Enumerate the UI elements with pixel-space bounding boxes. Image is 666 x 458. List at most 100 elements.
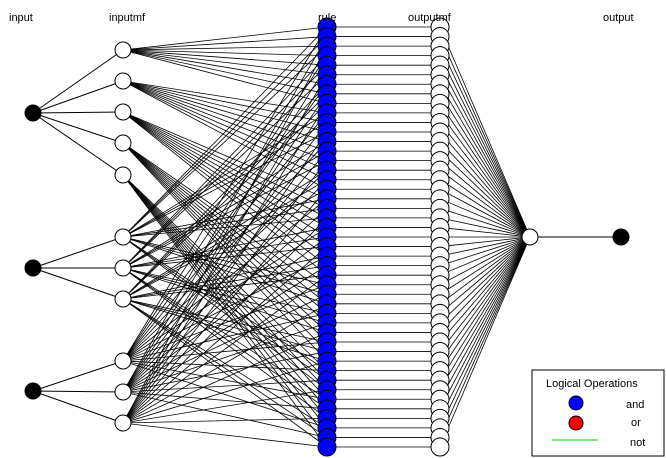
edge-input-to-inputmf (32, 390, 124, 424)
edge-inputmf-to-rule (122, 36, 328, 238)
edge-inputmf-to-rule (122, 142, 328, 352)
column-headers: input inputmf rule outputmf output (9, 12, 634, 24)
edge-inputmf-to-rule (122, 188, 328, 300)
edge-input-to-inputmf (32, 360, 124, 392)
legend-title: Logical Operations (546, 378, 638, 390)
edge-inputmf-to-rule (122, 26, 328, 51)
legend-not-label: not (630, 437, 645, 449)
edge-outputmf-to-aggregate (439, 55, 531, 238)
edge-inputmf-to-rule (122, 49, 328, 104)
edge-inputmf-to-rule (122, 49, 328, 76)
edge-inputmf-to-rule (122, 26, 328, 238)
edge-inputmf-to-rule (122, 284, 328, 362)
edge-outputmf-to-aggregate (439, 236, 531, 448)
edge-inputmf-to-rule (122, 298, 328, 438)
edge-inputmf-to-rule (122, 111, 328, 276)
edge-inputmf-to-rule (122, 111, 328, 200)
edge-inputmf-to-rule (122, 80, 328, 190)
edge-outputmf-to-aggregate (439, 236, 531, 362)
edge-inputmf-to-rule (122, 198, 328, 362)
edge-outputmf-to-aggregate (439, 103, 531, 238)
edge-outputmf-to-aggregate (439, 131, 531, 238)
edge-outputmf-to-aggregate (439, 236, 531, 247)
edge-input-to-inputmf (32, 112, 124, 144)
edge-inputmf-to-rule (122, 174, 328, 381)
edge-inputmf-to-rule (122, 142, 328, 295)
inputmf-node (114, 103, 132, 121)
inputmf-node (114, 166, 132, 184)
edge-inputmf-to-rule (122, 174, 328, 429)
edge-inputmf-to-rule (122, 179, 328, 393)
input-node (24, 382, 42, 400)
edge-outputmf-to-aggregate (439, 198, 531, 238)
edge-outputmf-to-aggregate (439, 45, 531, 238)
inputmf-node (114, 383, 132, 401)
edge-outputmf-to-aggregate (439, 217, 531, 238)
legend-box: Logical Operations and or not (531, 369, 665, 457)
edge-outputmf-to-aggregate (439, 236, 531, 314)
inputmf-node (114, 414, 132, 432)
edge-outputmf-to-aggregate (439, 236, 531, 305)
inputmf-node (114, 290, 132, 308)
edge-inputmf-to-rule (122, 111, 328, 257)
edge-inputmf-to-rule (122, 322, 328, 393)
legend-or-swatch-icon (568, 415, 584, 431)
edge-input-to-inputmf (32, 390, 124, 393)
edge-outputmf-to-aggregate (439, 236, 531, 343)
edge-inputmf-to-rule (122, 274, 328, 424)
edge-inputmf-to-rule (122, 74, 328, 424)
edge-outputmf-to-aggregate (439, 236, 531, 371)
edge-inputmf-to-rule (122, 142, 328, 286)
inputmf-node (114, 41, 132, 59)
edge-inputmf-to-rule (122, 298, 328, 362)
edge-inputmf-to-rule (122, 49, 328, 85)
rule-node (317, 437, 337, 457)
edge-inputmf-to-rule (122, 80, 328, 162)
edge-outputmf-to-aggregate (439, 160, 531, 238)
edge-inputmf-to-rule (122, 74, 328, 269)
edge-outputmf-to-aggregate (439, 188, 531, 238)
edge-outputmf-to-aggregate (439, 227, 531, 238)
edge-inputmf-to-rule (122, 80, 328, 142)
inputmf-node (114, 72, 132, 90)
output-node (612, 228, 630, 246)
edge-outputmf-to-aggregate (439, 236, 531, 438)
node-layer (24, 17, 630, 457)
edge-inputmf-to-rule (122, 80, 328, 171)
inputmf-node (114, 352, 132, 370)
legend-or-label: or (631, 417, 641, 429)
edge-input-to-inputmf (32, 111, 124, 114)
edge-inputmf-to-rule (122, 111, 328, 219)
edge-inputmf-to-rule (122, 422, 328, 448)
connection-lines (32, 26, 621, 448)
edge-outputmf-to-aggregate (439, 26, 531, 238)
edge-inputmf-to-rule (122, 49, 328, 95)
edge-outputmf-to-aggregate (439, 150, 531, 238)
header-input: input (9, 12, 33, 24)
edge-inputmf-to-rule (122, 174, 328, 419)
edge-input-to-inputmf (32, 267, 124, 300)
edge-inputmf-to-rule (122, 103, 328, 300)
input-node (24, 104, 42, 122)
edge-inputmf-to-rule (122, 80, 328, 181)
edge-inputmf-to-rule (122, 236, 328, 381)
edge-inputmf-to-rule (122, 360, 328, 424)
edge-inputmf-to-rule (122, 351, 328, 393)
edge-outputmf-to-aggregate (439, 207, 531, 238)
outputmf-node (430, 437, 450, 457)
edge-inputmf-to-rule (122, 174, 328, 371)
edge-inputmf-to-rule (122, 217, 328, 238)
edge-inputmf-to-rule (122, 80, 328, 152)
edge-outputmf-to-aggregate (439, 236, 531, 410)
edge-inputmf-to-rule (122, 174, 328, 400)
edge-outputmf-to-aggregate (439, 122, 531, 238)
edge-inputmf-to-rule (122, 80, 328, 123)
edge-outputmf-to-aggregate (439, 236, 531, 429)
edge-outputmf-to-aggregate (439, 141, 531, 238)
edge-inputmf-to-rule (122, 142, 328, 314)
edge-inputmf-to-rule (122, 112, 328, 362)
edge-inputmf-to-rule (122, 142, 328, 343)
edge-outputmf-to-aggregate (439, 112, 531, 238)
